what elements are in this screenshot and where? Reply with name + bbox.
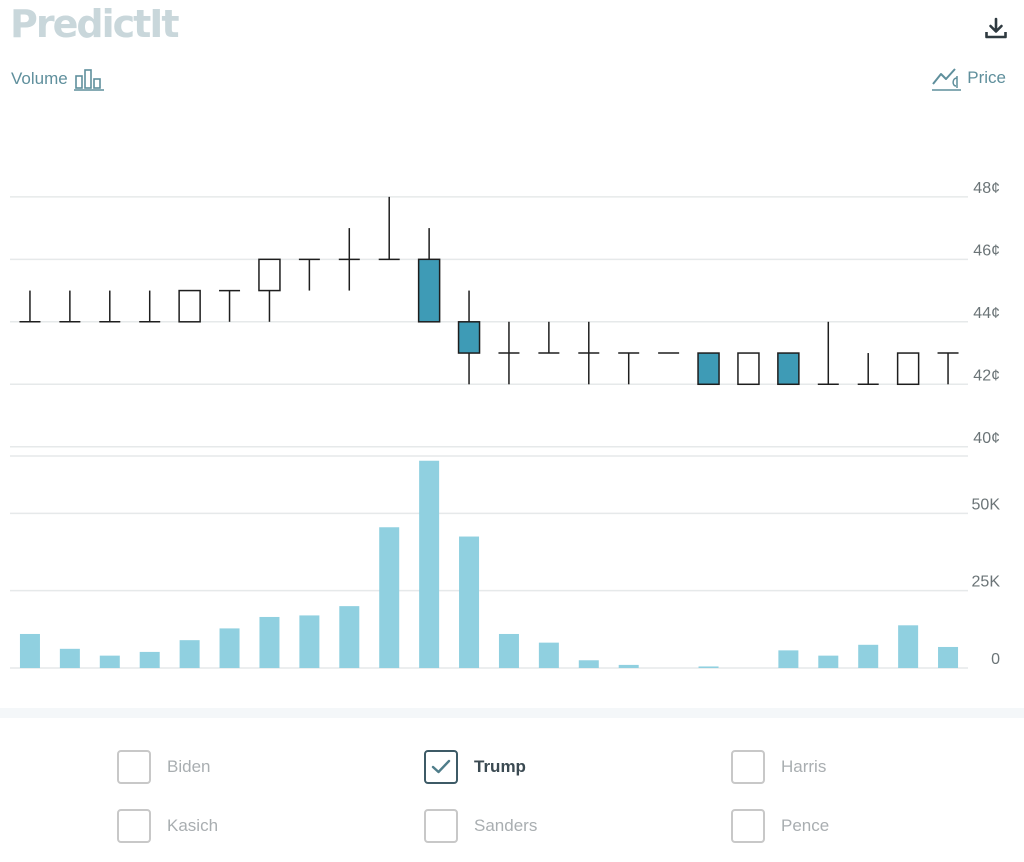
volume-axis-ticks: 0 25K 50K	[972, 496, 1001, 668]
price-gridlines	[10, 196, 968, 448]
checkmark-icon	[431, 759, 451, 774]
predictit-logo: PredictIt	[10, 2, 180, 46]
candle	[457, 290, 481, 385]
volume-tick-label: 25K	[972, 574, 1001, 591]
volume-bar	[498, 633, 519, 668]
candle	[896, 352, 920, 386]
candle	[298, 258, 320, 291]
price-label: Price	[967, 68, 1006, 87]
volume-bar	[538, 642, 559, 668]
volume-bar	[419, 460, 440, 668]
volume-bar	[578, 660, 599, 668]
volume-bar	[379, 527, 400, 668]
volume-bar	[179, 640, 200, 668]
candle-body	[896, 352, 920, 386]
price-tick-label: 42¢	[973, 367, 1000, 384]
volume-bar	[339, 606, 360, 668]
volume-bar	[259, 616, 280, 668]
line-chart-icon	[932, 68, 962, 91]
candle	[219, 289, 241, 322]
bar-chart-icon	[73, 69, 104, 91]
volume-tick-label: 50K	[972, 496, 1001, 513]
candidate-harris[interactable]: Harris	[731, 750, 826, 784]
candidate-label: Kasich	[167, 816, 219, 835]
candidate-label: Trump	[474, 757, 526, 776]
candle	[578, 321, 600, 385]
candidate-label: Biden	[167, 757, 211, 776]
volume-bar	[139, 651, 160, 668]
candle-body	[737, 352, 760, 386]
candle	[817, 321, 839, 386]
candle-body	[697, 352, 720, 386]
volume-tick-label: 0	[991, 651, 1000, 668]
volume-bar	[618, 664, 639, 668]
candle	[19, 290, 41, 323]
candidate-biden[interactable]: Biden	[117, 750, 210, 784]
price-tick-label: 44¢	[973, 305, 1000, 322]
volume-bar	[99, 655, 120, 668]
volume-gridlines	[10, 455, 968, 669]
candidate-label: Harris	[781, 757, 827, 776]
candle	[178, 289, 201, 323]
candidate-trump[interactable]: Trump	[424, 750, 526, 784]
volume-label: Volume	[11, 69, 68, 88]
candle-body	[258, 258, 281, 292]
candle	[498, 321, 520, 385]
candle-body	[777, 352, 800, 386]
candidate-kasich[interactable]: Kasich	[117, 809, 218, 843]
volume-bar	[938, 646, 959, 668]
price-tick-label: 46¢	[973, 242, 1000, 259]
candidate-sanders[interactable]: Sanders	[424, 809, 537, 843]
candidate-checkbox[interactable]	[424, 750, 458, 784]
volume-bar	[59, 648, 80, 668]
candidate-label: Pence	[781, 816, 830, 835]
price-tick-label: 40¢	[973, 430, 1000, 447]
candidate-checkbox[interactable]	[117, 750, 151, 784]
volume-bar	[778, 650, 799, 668]
candidate-label: Sanders	[474, 816, 538, 835]
footer-divider	[0, 708, 1024, 718]
price-toggle[interactable]: Price	[931, 64, 1006, 92]
candle	[378, 196, 400, 261]
volume-bar	[459, 536, 480, 668]
price-axis-ticks: 40¢ 42¢ 44¢ 46¢ 48¢	[973, 180, 1000, 447]
candle-body	[178, 289, 201, 323]
volume-bar	[299, 615, 320, 668]
candidate-checkbox[interactable]	[731, 809, 765, 843]
candle	[139, 290, 161, 323]
download-button[interactable]	[982, 14, 1010, 42]
volume-toggle[interactable]: Volume	[11, 66, 104, 92]
volume-bar	[818, 655, 839, 668]
candle	[417, 228, 441, 323]
volume-bar	[898, 625, 919, 668]
volume-bar	[219, 628, 240, 668]
candle-body	[417, 258, 441, 323]
candidate-checkbox[interactable]	[424, 809, 458, 843]
candidate-checkbox[interactable]	[731, 750, 765, 784]
price-tick-label: 48¢	[973, 180, 1000, 197]
candle	[538, 321, 560, 354]
price-volume-chart: 40¢ 42¢ 44¢ 46¢ 48¢ 0 25K 50K	[10, 180, 1001, 669]
candle	[777, 352, 800, 386]
candle-body	[457, 321, 481, 354]
candle	[59, 290, 81, 323]
download-icon	[985, 17, 1007, 39]
volume-bar	[19, 633, 40, 668]
volume-bar	[858, 644, 879, 668]
candle	[258, 258, 281, 322]
candidate-checkbox[interactable]	[117, 809, 151, 843]
volume-bars	[19, 460, 959, 668]
candidate-pence[interactable]: Pence	[731, 809, 829, 843]
candle	[937, 352, 959, 385]
candle	[338, 228, 360, 291]
volume-bar	[698, 666, 719, 668]
candle	[99, 290, 121, 323]
price-candles	[19, 196, 959, 386]
candle	[857, 353, 879, 386]
candle	[697, 352, 720, 386]
candle	[618, 352, 640, 385]
candle	[737, 352, 760, 386]
